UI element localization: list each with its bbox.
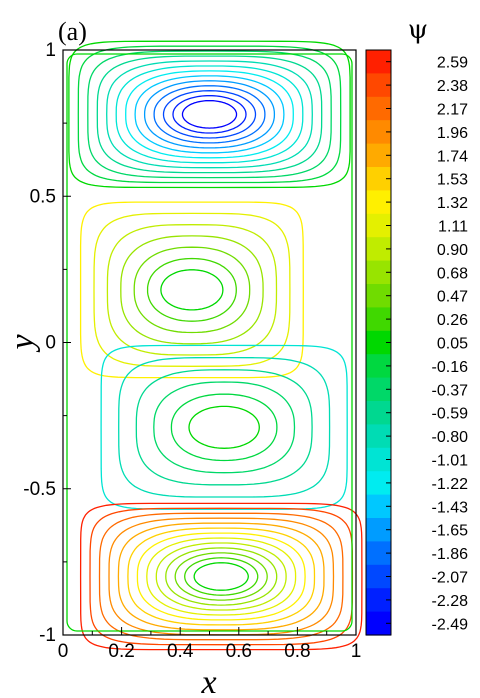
colorbar-label: 0.47 [437,289,468,306]
contour-line [136,532,306,621]
y-tick-label: -0.5 [23,479,56,500]
contour-line [170,393,278,462]
colorbar-label: 1.96 [437,125,468,142]
colorbar-title: ψ [408,15,428,45]
colorbar-label: -2.49 [432,616,469,633]
colorbar-label: 1.11 [438,219,468,236]
colorbar-label: 1.32 [437,195,468,212]
y-tick-label: -1 [39,625,56,646]
colorbar-label: 0.68 [437,265,468,282]
colorbar-label: 2.38 [437,78,468,95]
x-axis: 0 0.2 0.4 0.6 0.8 1 [58,627,362,662]
contour-line [153,381,296,474]
x-tick-label: 0.4 [167,641,194,662]
x-tick-label: 1 [351,641,362,662]
colorbar-label: -0.16 [432,359,469,376]
contour-line [133,246,251,334]
contour-line [89,507,354,646]
colorbar-swatch [366,494,391,519]
contour-line [184,557,259,596]
y-tick-label: 0 [45,333,56,354]
colorbar-label: -1.01 [432,453,469,470]
contour-line [135,369,313,486]
y-axis-title: y [4,334,41,353]
colorbar-label: 0.05 [437,336,468,353]
colorbar-label: -2.07 [432,570,469,587]
x-axis-title: x [200,664,216,698]
contour-line [100,344,348,510]
contour-line [181,99,238,129]
contour-line [143,80,276,149]
colorbar-label: -2.28 [432,593,469,610]
contour-line [174,552,268,601]
colorbar-label: 0.90 [437,242,468,259]
y-tick-label: 1 [45,40,56,61]
contour-line [66,53,353,632]
contour-line [106,224,278,356]
contour-line [96,55,323,174]
contour-line [127,527,316,626]
panel-label: (a) [58,17,87,46]
contour-line [108,517,335,636]
colorbar-label: 1.53 [437,172,468,189]
y-axis: 1 0.5 0 -0.5 -1 [23,40,71,646]
contour-line [193,562,249,591]
x-tick-label: 0.8 [284,641,310,662]
colorbar-label: -0.59 [432,406,469,423]
contour-line [93,212,291,367]
x-tick-label: 0 [58,641,69,662]
colorbar-label: -0.80 [432,429,469,446]
contour-line [106,60,313,169]
contour-line [117,522,325,631]
contour-line [172,95,247,134]
colorbar-label: 2.17 [437,102,468,119]
contour-line [134,75,285,154]
contour-line [162,90,257,139]
contour-line [87,50,332,179]
colorbar-label: -1.65 [432,523,469,540]
x-tick-label: 0.6 [226,641,252,662]
colorbar-label: -1.43 [432,499,469,516]
contour-line [125,70,294,159]
x-tick-label: 0.2 [108,641,134,662]
contour-line [146,257,237,322]
contour-line [98,512,344,641]
contour-lines [66,40,363,651]
colorbar-label: 0.26 [437,312,468,329]
contour-line [153,85,266,144]
contour-line [146,537,297,616]
colorbar-label: -1.86 [432,546,469,563]
contour-line [120,235,264,345]
contour-line [188,405,260,449]
contour-line [79,201,304,379]
contour-line [68,40,351,189]
contour-line [115,65,304,164]
colorbar-label: -1.22 [432,476,469,493]
contour-line [160,269,224,311]
contour-line [155,542,287,611]
contour-line [79,502,363,651]
colorbar-label: -0.37 [432,382,469,399]
colorbar-label: 1.74 [437,148,468,165]
y-tick-label: 0.5 [30,186,56,207]
colorbar-label: 2.59 [437,55,468,72]
contour-line [118,356,331,498]
contour-line [165,547,278,606]
colorbar: 2.59 2.38 2.17 1.96 1.74 1.53 1.32 1.11 0.90 0.68… [365,49,469,636]
